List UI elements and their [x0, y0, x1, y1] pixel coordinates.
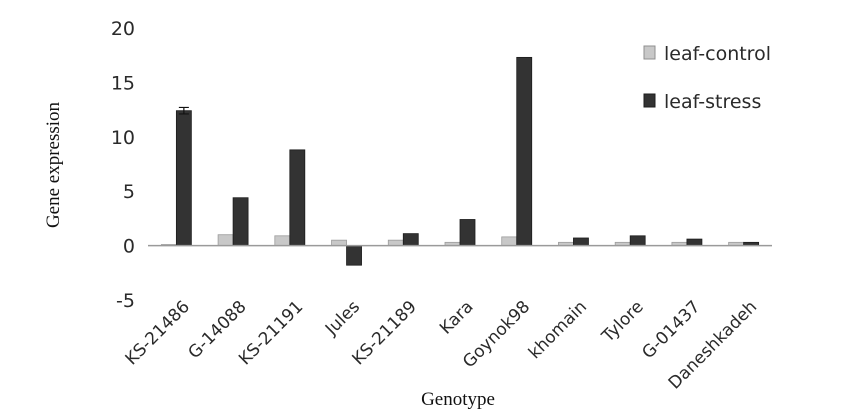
bar-leaf-control — [501, 236, 518, 246]
y-tick-label: 20 — [111, 18, 135, 40]
bar-leaf-stress — [289, 149, 306, 247]
bar-leaf-stress — [516, 56, 533, 246]
x-axis-title: Genotype — [421, 389, 495, 410]
bar-leaf-stress — [232, 197, 249, 246]
legend-swatch-leaf-stress — [643, 93, 656, 108]
bar-leaf-control — [331, 239, 347, 247]
bar-group — [160, 56, 760, 266]
y-tick-label: 5 — [123, 181, 135, 203]
y-axis-title: Gene expression — [43, 101, 64, 228]
x-category-label: Kara — [436, 297, 477, 338]
legend-swatch-leaf-control — [643, 45, 656, 60]
x-category-label: Jules — [321, 297, 364, 340]
bar-leaf-stress — [402, 233, 419, 247]
bar-leaf-control — [387, 239, 404, 247]
y-tick-label: 10 — [111, 127, 135, 149]
x-category-label: khomain — [525, 297, 591, 363]
bar-leaf-stress — [459, 219, 476, 247]
error-bar — [178, 106, 189, 115]
x-category-label: Tylore — [598, 297, 648, 347]
bar-leaf-stress — [686, 238, 703, 247]
bar-leaf-control — [217, 234, 234, 247]
y-tick-label: 0 — [123, 236, 135, 258]
y-tick-label: -5 — [116, 290, 135, 312]
bar-leaf-stress — [175, 110, 192, 247]
bar-leaf-control — [274, 235, 291, 246]
bar-leaf-stress — [629, 235, 646, 246]
legend-label-leaf-control: leaf-control — [664, 43, 771, 65]
bar-leaf-stress — [346, 245, 362, 266]
bar-leaf-stress — [573, 237, 589, 246]
y-tick-label: 15 — [111, 72, 135, 94]
legend-label-leaf-stress: leaf-stress — [664, 91, 761, 113]
legend: leaf-control leaf-stress — [643, 43, 771, 113]
y-axis-ticks: 20 15 10 5 0 -5 — [111, 18, 135, 312]
